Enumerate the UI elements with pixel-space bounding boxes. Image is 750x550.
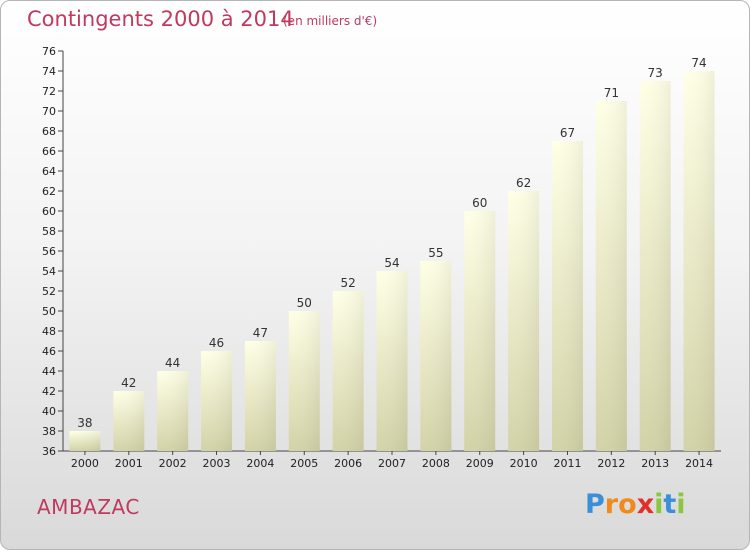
y-tick-label: 40 [42, 405, 56, 418]
chart-bars: 38 42 44 46 47 50 52 54 55 60 62 67 71 73 74 [69, 56, 715, 451]
bar-shade [201, 351, 233, 451]
y-tick-label: 60 [42, 205, 56, 218]
chart-axes: 36 38 40 42 44 46 48 50 52 54 56 58 60 62 64 66 68 70 72 74… [42, 45, 721, 470]
bar-shade [420, 261, 452, 451]
bar-shade [332, 291, 364, 451]
chart-title: Contingents 2000 à 2014 [27, 7, 294, 31]
bar-shade [113, 391, 145, 451]
y-tick-label: 48 [42, 325, 56, 338]
bar-shade [595, 101, 627, 451]
y-tick-label: 66 [42, 145, 56, 158]
logo-letter: t [663, 489, 677, 520]
y-tick-label: 38 [42, 425, 56, 438]
commune-name: AMBAZAC [37, 495, 140, 519]
x-tick-label: 2004 [246, 457, 274, 470]
x-tick-label: 2012 [597, 457, 625, 470]
logo-letter: P [585, 489, 605, 520]
logo-letter: i [676, 489, 686, 520]
y-tick-label: 56 [42, 245, 56, 258]
data-label: 47 [253, 326, 268, 340]
data-label: 42 [121, 376, 136, 390]
bar-shade [376, 271, 408, 451]
y-tick-label: 72 [42, 85, 56, 98]
y-tick-label: 58 [42, 225, 56, 238]
proxiti-logo[interactable]: Proxiti [585, 489, 686, 520]
x-tick-label: 2001 [115, 457, 143, 470]
x-tick-label: 2009 [466, 457, 494, 470]
x-tick-label: 2005 [290, 457, 318, 470]
y-tick-label: 62 [42, 185, 56, 198]
bar-shade [683, 71, 715, 451]
bar-shade [244, 341, 276, 451]
y-tick-label: 68 [42, 125, 56, 138]
bar-shade [288, 311, 320, 451]
data-label: 73 [648, 66, 663, 80]
bar-shade [639, 81, 671, 451]
y-tick-label: 76 [42, 45, 56, 58]
y-tick-label: 54 [42, 265, 56, 278]
data-label: 54 [384, 256, 399, 270]
logo-letter: x [636, 489, 655, 520]
x-tick-label: 2002 [159, 457, 187, 470]
y-tick-label: 64 [42, 165, 56, 178]
data-label: 67 [560, 126, 575, 140]
x-tick-label: 2013 [641, 457, 669, 470]
data-label: 50 [297, 296, 312, 310]
x-tick-label: 2008 [422, 457, 450, 470]
x-tick-label: 2014 [685, 457, 713, 470]
x-tick-label: 2006 [334, 457, 362, 470]
chart-subtitle: (en milliers d'€) [283, 14, 378, 28]
y-tick-label: 46 [42, 345, 56, 358]
data-label: 44 [165, 356, 180, 370]
logo-letter: r [604, 489, 619, 520]
data-label: 62 [516, 176, 531, 190]
data-label: 46 [209, 336, 224, 350]
logo-letter: o [618, 489, 637, 520]
bar-shade [508, 191, 540, 451]
y-tick-label: 50 [42, 305, 56, 318]
y-tick-label: 70 [42, 105, 56, 118]
y-tick-label: 52 [42, 285, 56, 298]
logo-letter: i [654, 489, 664, 520]
x-tick-label: 2010 [510, 457, 538, 470]
x-tick-label: 2003 [203, 457, 231, 470]
bar-shade [551, 141, 583, 451]
bar-shade [69, 431, 101, 451]
bar-shade [157, 371, 189, 451]
y-tick-label: 44 [42, 365, 56, 378]
x-tick-label: 2007 [378, 457, 406, 470]
data-label: 71 [604, 86, 619, 100]
y-tick-label: 42 [42, 385, 56, 398]
x-tick-label: 2000 [71, 457, 99, 470]
y-tick-label: 36 [42, 445, 56, 458]
bar-shade [464, 211, 496, 451]
data-label: 52 [340, 276, 355, 290]
data-label: 38 [77, 416, 92, 430]
y-tick-label: 74 [42, 65, 56, 78]
data-label: 55 [428, 246, 443, 260]
x-tick-label: 2011 [553, 457, 581, 470]
data-label: 74 [691, 56, 706, 70]
data-label: 60 [472, 196, 487, 210]
